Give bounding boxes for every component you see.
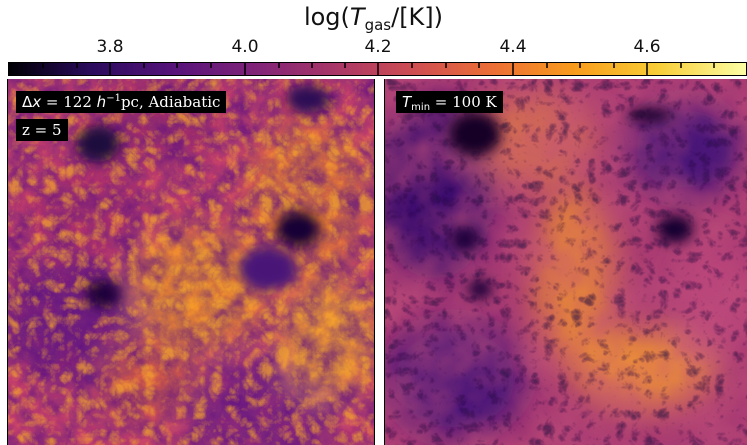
colorbar-tick-label: 4.0	[231, 37, 259, 57]
temperature-map-tmin-100k: Tmin = 100 K	[384, 79, 747, 445]
redshift-label: z = 5	[16, 119, 68, 141]
colorbar-title: log(Tgas/[K])	[303, 3, 444, 34]
temperature-map-image	[385, 79, 747, 445]
tmin-label: Tmin = 100 K	[396, 91, 503, 113]
colorbar-tick-label: 4.2	[364, 37, 392, 57]
resolution-label: Δx = 122 h−1pc, Adiabatic	[16, 91, 227, 113]
colorbar-tick-label: 4.6	[633, 37, 661, 57]
colorbar	[8, 62, 747, 76]
colorbar-tick-label: 3.8	[96, 37, 124, 57]
temperature-map-image	[8, 79, 374, 445]
temperature-map-adiabatic: Δx = 122 h−1pc, Adiabatic z = 5	[7, 79, 375, 445]
colorbar-gradient	[9, 63, 746, 75]
colorbar-tick-label: 4.4	[499, 37, 527, 57]
